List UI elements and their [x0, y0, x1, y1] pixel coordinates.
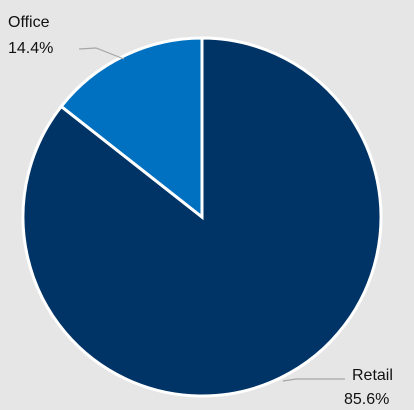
slice-label-office: Office — [8, 14, 50, 31]
pie-slices — [21, 36, 383, 398]
slice-label-retail: Retail — [352, 367, 393, 384]
slice-value-office: 14.4% — [8, 40, 53, 57]
leader-line-office — [78, 47, 125, 60]
leader-lines — [78, 47, 345, 382]
pie-slice-office — [59, 36, 204, 221]
leader-line-retail — [282, 378, 345, 382]
slice-labels: Office 14.4% Retail 85.6% — [8, 14, 393, 408]
slice-value-retail: 85.6% — [344, 391, 389, 408]
